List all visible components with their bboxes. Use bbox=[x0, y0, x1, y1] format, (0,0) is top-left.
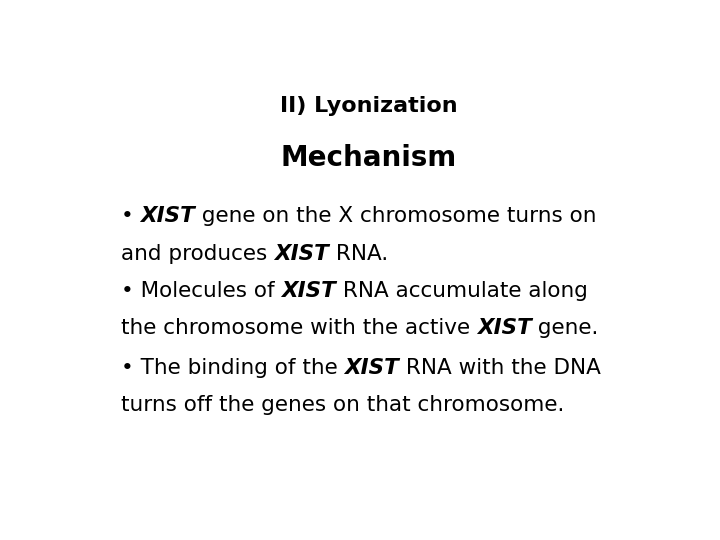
Text: RNA accumulate along: RNA accumulate along bbox=[336, 281, 588, 301]
Text: turns off the genes on that chromosome.: turns off the genes on that chromosome. bbox=[121, 395, 564, 415]
Text: and produces: and produces bbox=[121, 244, 274, 264]
Text: XIST: XIST bbox=[274, 244, 328, 264]
Text: XIST: XIST bbox=[477, 319, 531, 339]
Text: RNA with the DNA: RNA with the DNA bbox=[399, 358, 601, 378]
Text: gene on the X chromosome turns on: gene on the X chromosome turns on bbox=[195, 206, 597, 226]
Text: Mechanism: Mechanism bbox=[281, 144, 457, 172]
Text: •: • bbox=[121, 206, 140, 226]
Text: • Molecules of: • Molecules of bbox=[121, 281, 282, 301]
Text: XIST: XIST bbox=[282, 281, 336, 301]
Text: the chromosome with the active: the chromosome with the active bbox=[121, 319, 477, 339]
Text: RNA.: RNA. bbox=[328, 244, 388, 264]
Text: • The binding of the: • The binding of the bbox=[121, 358, 344, 378]
Text: XIST: XIST bbox=[140, 206, 195, 226]
Text: gene.: gene. bbox=[531, 319, 599, 339]
Text: XIST: XIST bbox=[344, 358, 399, 378]
Text: II) Lyonization: II) Lyonization bbox=[280, 96, 458, 116]
